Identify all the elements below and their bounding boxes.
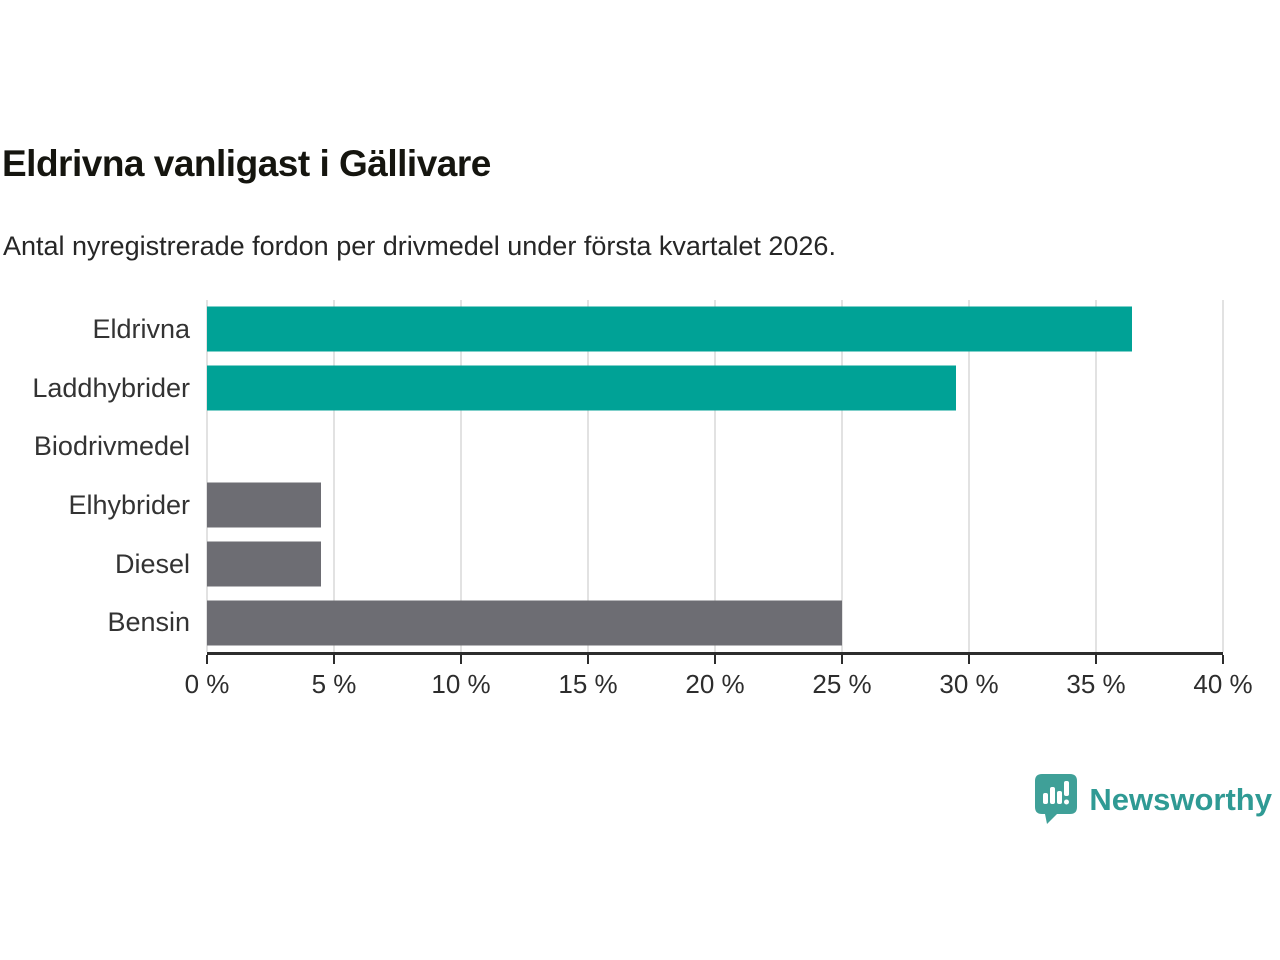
bar-track [207, 593, 1223, 652]
x-tick-30 [968, 655, 970, 664]
brand-footer: Newsworthy [1035, 774, 1272, 825]
gridline-20 [714, 300, 716, 652]
bar-row: Elhybrider [0, 476, 1223, 535]
gridline-25 [841, 300, 843, 652]
bar-track [207, 535, 1223, 594]
gridlines-layer [206, 300, 1224, 652]
gridline-30 [968, 300, 970, 652]
bar-track [207, 417, 1223, 476]
x-tick-10 [460, 655, 462, 664]
brand-name: Newsworthy [1089, 781, 1272, 817]
bar-diesel [207, 541, 322, 587]
chart-title: Eldrivna vanligast i Gällivare [2, 143, 491, 184]
x-tick-5 [333, 655, 335, 664]
gridline-35 [1095, 300, 1097, 652]
x-axis-line [207, 652, 1223, 655]
bar-track [207, 359, 1223, 418]
bar-row: Eldrivna [0, 300, 1223, 359]
gridline-10 [460, 300, 462, 652]
gridline-5 [333, 300, 335, 652]
x-tick-20 [714, 655, 716, 664]
x-tick-label-20: 20 % [685, 669, 745, 699]
x-tick-label-30: 30 % [939, 669, 999, 699]
bar-track [207, 300, 1223, 359]
plot-area: Eldrivna Laddhybrider Biodrivmedel Elhybrid… [0, 300, 1224, 652]
bar-row: Biodrivmedel [0, 417, 1223, 476]
x-tick-label-25: 25 % [812, 669, 872, 699]
category-label: Elhybrider [68, 489, 190, 520]
x-tick-0 [206, 655, 208, 664]
x-tick-label-15: 15 % [558, 669, 618, 699]
category-label: Bensin [107, 607, 190, 638]
x-tick-label-40: 40 % [1193, 669, 1253, 699]
category-label: Diesel [114, 548, 190, 579]
bar-row: Diesel [0, 535, 1223, 594]
x-tick-35 [1095, 655, 1097, 664]
bar-track [207, 476, 1223, 535]
gridline-0 [206, 300, 208, 652]
x-tick-label-10: 10 % [431, 669, 491, 699]
gridline-15 [587, 300, 589, 652]
bar-chart: Eldrivna Laddhybrider Biodrivmedel Elhybrid… [0, 300, 1253, 699]
x-tick-15 [587, 655, 589, 664]
category-label: Biodrivmedel [33, 431, 190, 462]
gridline-40 [1222, 300, 1224, 652]
category-label: Laddhybrider [32, 372, 190, 403]
bar-rows: Eldrivna Laddhybrider Biodrivmedel Elhybrid… [0, 300, 1223, 652]
x-tick-label-0: 0 % [184, 669, 230, 699]
bar-laddhybrider [207, 365, 957, 411]
chart-subtitle: Antal nyregistrerade fordon per drivmede… [3, 231, 836, 261]
bar-eldrivna [207, 306, 1132, 352]
x-axis: 0 % 5 % 10 % 15 % 20 % 25 % 30 % 35 % 40 % [185, 655, 1253, 700]
bar-row: Laddhybrider [0, 359, 1223, 418]
category-label: Eldrivna [92, 313, 190, 344]
x-tick-25 [841, 655, 843, 664]
bar-bensin [207, 600, 842, 646]
x-tick-40 [1222, 655, 1224, 664]
x-tick-label-5: 5 % [311, 669, 357, 699]
bar-elhybrider [207, 482, 322, 528]
x-tick-label-35: 35 % [1066, 669, 1126, 699]
bar-row: Bensin [0, 593, 1223, 652]
newsworthy-logo-icon [1035, 774, 1078, 824]
